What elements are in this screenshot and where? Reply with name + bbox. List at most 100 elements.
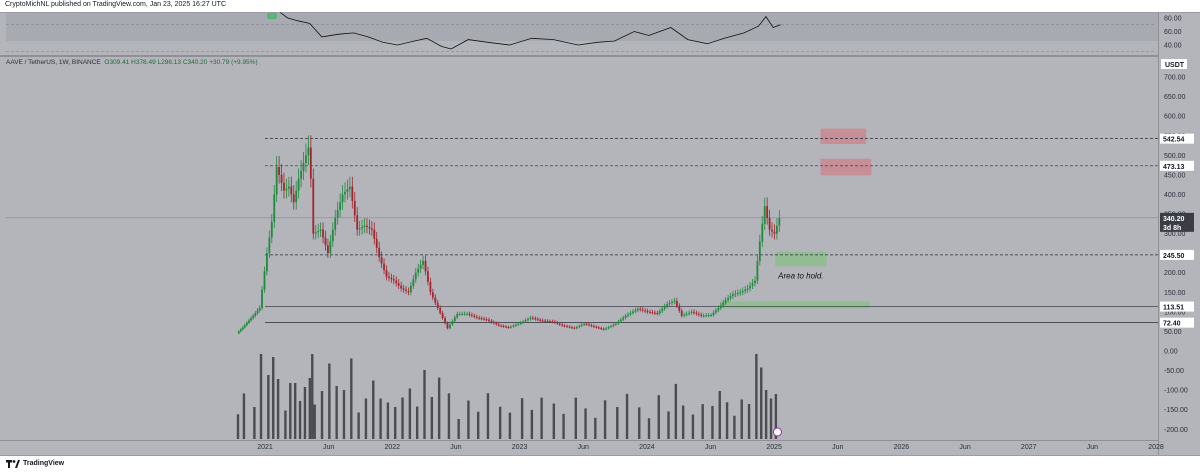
tradingview-logo-icon bbox=[6, 460, 20, 468]
candle-body bbox=[541, 320, 544, 322]
volume-bar bbox=[447, 393, 451, 439]
level-badge bbox=[1160, 249, 1194, 260]
candle-body bbox=[275, 167, 278, 195]
candle-body bbox=[624, 315, 627, 318]
time-axis[interactable] bbox=[0, 440, 1158, 456]
candle-body bbox=[549, 321, 551, 323]
candle-body bbox=[295, 190, 298, 203]
candle-body bbox=[358, 228, 361, 230]
candle-body bbox=[402, 288, 405, 290]
candle-body bbox=[583, 323, 586, 325]
candle-body bbox=[273, 194, 276, 222]
candle-body bbox=[252, 315, 255, 319]
candle-body bbox=[617, 321, 620, 324]
candle-body bbox=[297, 178, 300, 191]
candle-body bbox=[773, 231, 776, 234]
candle-body bbox=[400, 285, 403, 289]
candle-body bbox=[517, 323, 520, 325]
price-scale[interactable] bbox=[1158, 13, 1200, 455]
candle-body bbox=[754, 280, 756, 284]
volume-bar bbox=[747, 404, 751, 439]
candle-body bbox=[417, 268, 420, 273]
candle-body bbox=[373, 229, 376, 239]
candle-body bbox=[266, 253, 268, 272]
candle-body bbox=[439, 307, 442, 314]
candle-body bbox=[519, 322, 522, 324]
candle-body bbox=[280, 174, 283, 183]
candle-body bbox=[658, 311, 661, 314]
volume-bar bbox=[625, 393, 629, 439]
volume-bar bbox=[372, 380, 375, 439]
candle-body bbox=[419, 264, 422, 269]
candle-body bbox=[561, 324, 564, 326]
candle-body bbox=[409, 285, 412, 293]
pane-separator[interactable] bbox=[0, 55, 1158, 57]
volume-bar bbox=[267, 375, 270, 439]
price-tick-label: 200.00 bbox=[1164, 270, 1186, 277]
price-tick-label: -50.00 bbox=[1164, 368, 1184, 375]
candle-body bbox=[317, 230, 320, 233]
candle-body bbox=[431, 292, 434, 298]
level-label: 245.50 bbox=[1163, 253, 1185, 260]
volume-bar bbox=[691, 414, 695, 439]
candle-body bbox=[488, 319, 490, 321]
volume-bar bbox=[603, 400, 607, 439]
candle-body bbox=[588, 324, 590, 326]
volume-bar bbox=[253, 407, 256, 439]
candle-body bbox=[312, 178, 315, 234]
candle-body bbox=[383, 263, 385, 271]
candle-body bbox=[749, 285, 751, 289]
candle-body bbox=[378, 247, 381, 258]
candle-body bbox=[644, 310, 647, 312]
candle-body bbox=[719, 305, 722, 308]
candle-body bbox=[627, 314, 629, 316]
candle-body bbox=[256, 310, 259, 314]
candle-body bbox=[388, 276, 390, 278]
volume-bar bbox=[638, 407, 641, 439]
candle-body bbox=[619, 319, 622, 322]
candle-body bbox=[744, 289, 747, 291]
candle-body bbox=[290, 186, 293, 195]
candle-body bbox=[632, 311, 634, 313]
candle-body bbox=[595, 326, 598, 328]
x-tick-label: Jun bbox=[959, 444, 970, 451]
volume-bar bbox=[616, 407, 619, 439]
candle-body bbox=[575, 327, 578, 329]
rsi-band bbox=[6, 13, 1158, 41]
candle-body bbox=[250, 318, 252, 321]
candle-body bbox=[243, 325, 246, 328]
candle-body bbox=[505, 326, 507, 328]
candle-body bbox=[697, 313, 700, 315]
candle-body bbox=[666, 304, 669, 307]
candle-body bbox=[636, 308, 639, 311]
candle-body bbox=[390, 277, 393, 280]
candle-body bbox=[739, 292, 742, 294]
candle-body bbox=[724, 300, 727, 303]
volume-bar bbox=[530, 409, 534, 439]
rsi-tick-label: 60.00 bbox=[1164, 29, 1182, 36]
candle-body bbox=[263, 271, 266, 290]
candle-body bbox=[341, 194, 344, 203]
candle-body bbox=[285, 188, 288, 191]
candle-body bbox=[531, 317, 534, 319]
candle-body bbox=[741, 290, 744, 293]
candle-body bbox=[514, 324, 517, 326]
volume-bar bbox=[272, 357, 275, 439]
candle-body bbox=[702, 315, 705, 317]
volume-bar bbox=[594, 417, 597, 439]
volume-bar bbox=[242, 393, 246, 439]
candle-body bbox=[495, 323, 498, 325]
price-tick-label: 50.00 bbox=[1164, 329, 1182, 336]
candle-body bbox=[556, 322, 559, 324]
candle-body bbox=[734, 293, 737, 295]
candle-body bbox=[456, 313, 459, 318]
volume-bar bbox=[415, 406, 419, 439]
candle-body bbox=[756, 260, 759, 281]
x-tick-label: 2023 bbox=[512, 444, 528, 451]
volume-bar bbox=[476, 411, 480, 439]
candle-body bbox=[331, 229, 334, 242]
volume-bar bbox=[725, 402, 729, 439]
candle-body bbox=[710, 314, 712, 316]
candle-body bbox=[268, 237, 271, 254]
